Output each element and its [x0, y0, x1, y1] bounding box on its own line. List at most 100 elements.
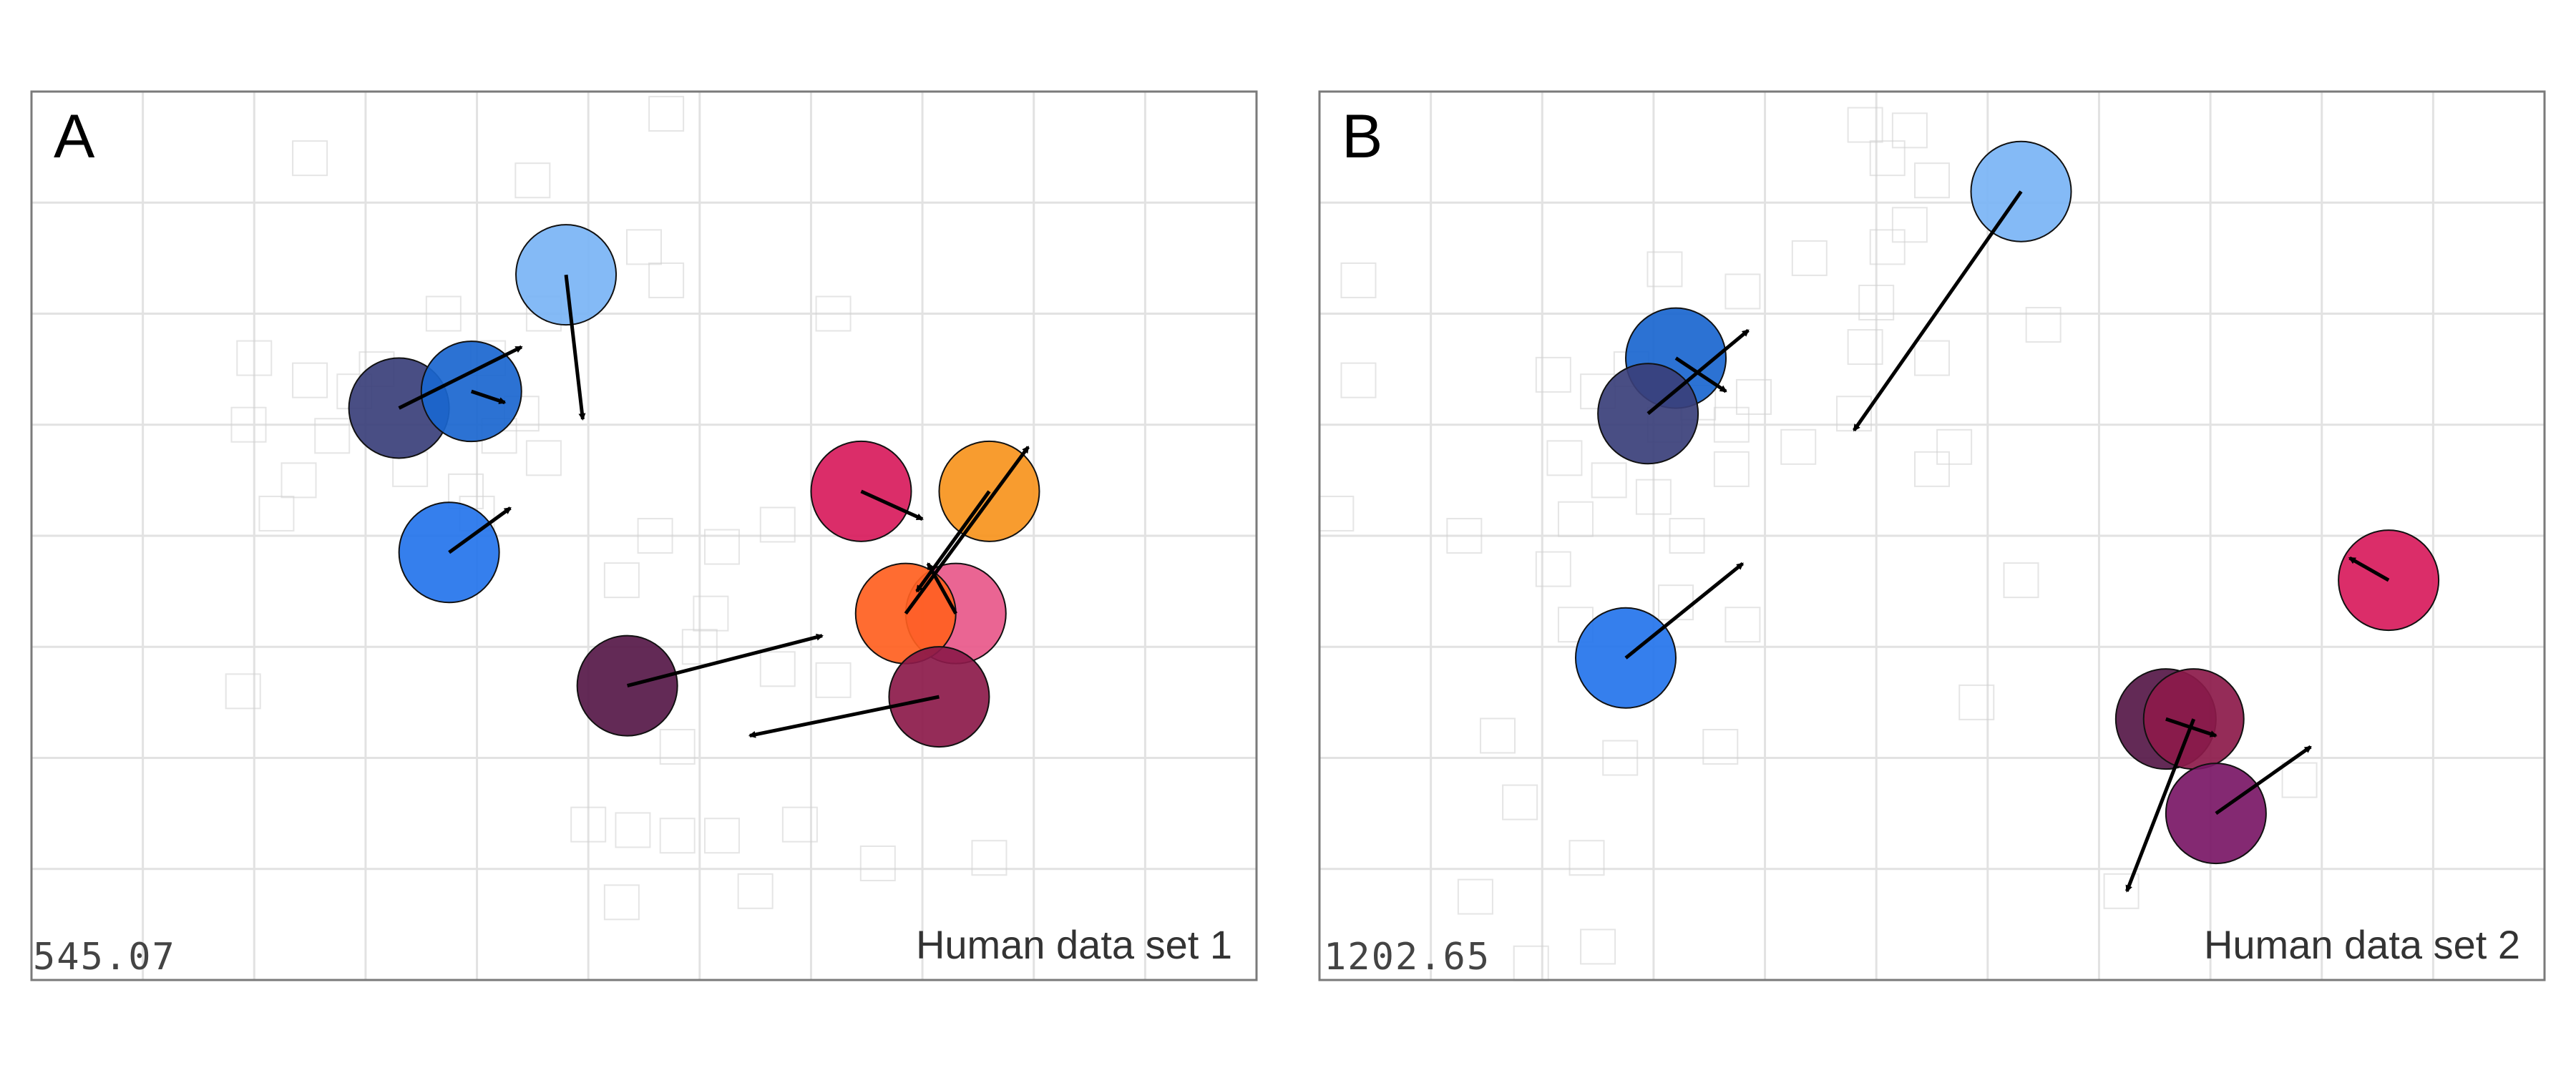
background-marker: [1480, 717, 1516, 754]
background-marker: [1669, 518, 1705, 554]
background-marker: [1858, 284, 1895, 320]
background-marker: [2025, 307, 2062, 343]
background-marker: [2281, 762, 2318, 798]
background-marker: [1646, 251, 1683, 288]
movement-arrow: [748, 695, 940, 738]
movement-arrow: [1624, 562, 1744, 660]
background-marker: [230, 406, 267, 443]
background-marker: [1446, 518, 1483, 554]
plot-frame: [30, 90, 1258, 981]
background-marker: [1535, 551, 1571, 587]
background-marker: [637, 518, 673, 554]
plot-frame: [1318, 90, 2546, 981]
background-marker: [2103, 873, 2140, 909]
background-marker: [859, 845, 896, 881]
background-marker: [703, 529, 740, 565]
movement-arrow: [2215, 745, 2312, 815]
background-marker: [971, 840, 1008, 876]
background-marker: [603, 884, 640, 921]
panel-a-corner-value: 545.07: [33, 936, 176, 979]
background-marker: [1557, 501, 1594, 537]
background-marker: [659, 728, 696, 765]
background-marker: [1580, 929, 1616, 965]
background-marker: [648, 262, 685, 298]
background-marker: [615, 812, 651, 848]
background-marker: [815, 295, 852, 332]
background-marker: [1891, 112, 1928, 149]
background-marker: [815, 662, 852, 698]
background-marker: [1713, 406, 1750, 443]
background-marker: [1724, 607, 1761, 643]
background-marker: [1602, 740, 1639, 776]
background-marker: [1735, 378, 1772, 415]
movement-arrow: [2125, 718, 2196, 893]
movement-arrow: [926, 562, 957, 614]
movement-arrow: [1674, 356, 1727, 393]
background-marker: [1724, 273, 1761, 310]
background-marker: [1958, 684, 1995, 720]
panel-a-letter: A: [54, 102, 95, 171]
background-marker: [1702, 728, 1739, 765]
movement-arrow: [564, 274, 586, 421]
movement-arrow: [398, 345, 523, 410]
panel-a-corner-label: Human data set 1: [916, 922, 1232, 967]
background-marker: [280, 462, 317, 499]
movement-arrow: [448, 506, 512, 554]
background-marker: [1914, 162, 1950, 199]
background-marker: [1780, 428, 1817, 465]
background-marker: [225, 673, 261, 710]
background-marker: [292, 362, 328, 398]
background-marker: [1914, 340, 1950, 376]
movement-arrow: [2348, 556, 2390, 582]
background-marker: [603, 562, 640, 599]
background-marker: [626, 229, 662, 265]
background-marker: [703, 818, 740, 854]
background-marker: [737, 873, 774, 909]
movement-arrow: [860, 489, 924, 521]
background-marker: [659, 818, 696, 854]
background-marker: [2003, 562, 2039, 599]
background-marker: [514, 162, 551, 199]
background-marker: [1635, 479, 1672, 515]
background-marker: [759, 651, 796, 687]
background-marker: [1936, 428, 1973, 465]
background-marker: [1457, 878, 1493, 915]
background-marker: [1713, 451, 1750, 487]
background-marker: [258, 495, 295, 531]
background-marker: [759, 506, 796, 543]
movement-arrow: [1853, 190, 2023, 432]
background-marker: [292, 140, 328, 177]
panel-b-letter: B: [1342, 102, 1382, 171]
background-marker: [1546, 440, 1583, 476]
background-marker: [1847, 329, 1883, 366]
background-marker: [1568, 840, 1605, 876]
movement-arrow: [915, 490, 991, 593]
background-marker: [236, 340, 273, 376]
movement-arrow: [470, 389, 507, 405]
background-marker: [1340, 362, 1377, 398]
background-marker: [1869, 229, 1906, 265]
background-marker: [1502, 784, 1538, 820]
background-marker: [1869, 140, 1906, 177]
background-marker: [781, 806, 818, 843]
panel-b: [1318, 90, 2546, 981]
background-marker: [1891, 207, 1928, 243]
panel-a: [30, 90, 1258, 981]
background-marker: [425, 295, 462, 332]
background-marker: [1847, 107, 1883, 143]
background-marker: [570, 806, 607, 843]
panel-b-corner-label: Human data set 2: [2204, 922, 2520, 967]
background-marker: [681, 629, 718, 665]
panel-b-corner-value: 1202.65: [1324, 936, 1491, 979]
background-marker: [1340, 262, 1377, 298]
movement-arrow: [627, 633, 824, 688]
movement-arrow: [904, 446, 1030, 615]
background-marker: [1535, 356, 1571, 393]
movement-arrow: [1646, 328, 1750, 416]
background-marker: [1791, 240, 1828, 276]
background-marker: [1914, 451, 1950, 487]
background-marker: [314, 418, 351, 454]
background-marker: [648, 96, 685, 132]
background-marker: [1591, 462, 1627, 499]
